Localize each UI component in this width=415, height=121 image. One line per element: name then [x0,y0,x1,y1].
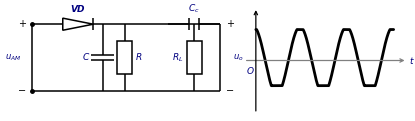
Bar [187,41,202,74]
Text: −: − [226,86,234,96]
Text: R: R [136,53,142,62]
Text: $t$: $t$ [409,55,415,66]
Text: +: + [18,19,26,29]
Text: VD: VD [71,5,85,14]
Text: $u_o$: $u_o$ [250,0,261,3]
Text: −: − [18,86,26,96]
Text: $u_{AM}$: $u_{AM}$ [5,52,22,63]
Text: O: O [246,67,254,76]
Text: +: + [227,19,234,29]
Text: $C_c$: $C_c$ [188,3,200,15]
Text: C: C [83,53,89,62]
Bar [117,41,132,74]
Text: $R_L$: $R_L$ [172,51,183,64]
Text: $u_o$: $u_o$ [233,52,244,63]
